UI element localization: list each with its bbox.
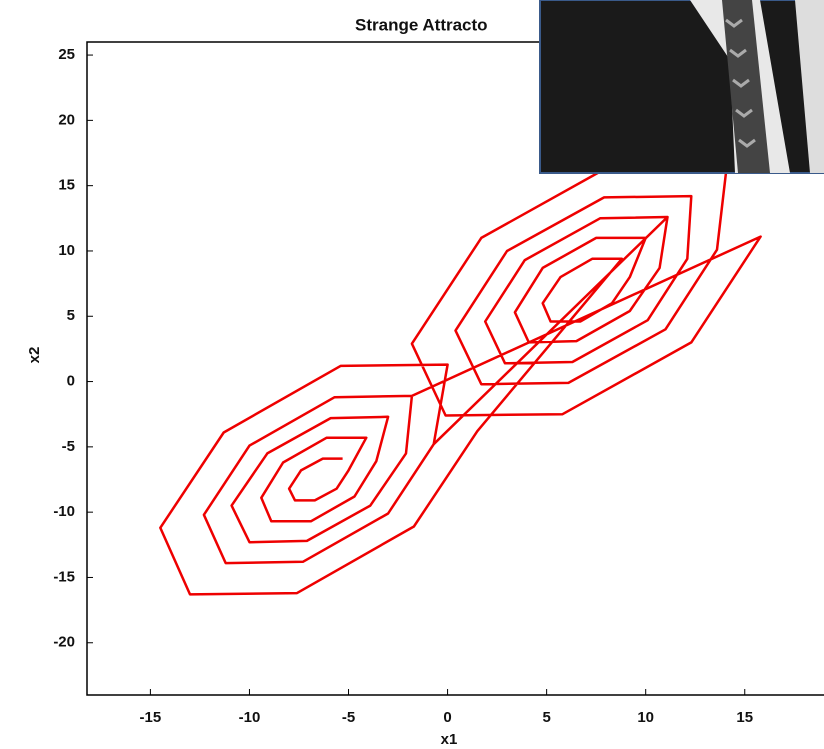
y-tick-label: -15 bbox=[53, 568, 75, 585]
y-tick-label: 20 bbox=[58, 111, 75, 128]
y-tick-label: 10 bbox=[58, 242, 75, 259]
photo bbox=[539, 0, 824, 174]
y-axis-label: x2 bbox=[26, 347, 43, 364]
x-tick-label: 10 bbox=[637, 709, 654, 726]
shirt-edge bbox=[795, 0, 824, 173]
x-tick-label: -15 bbox=[140, 709, 162, 726]
x-tick-label: 15 bbox=[736, 709, 753, 726]
chart-title: Strange Attracto bbox=[355, 15, 488, 34]
attractor-line bbox=[159, 163, 762, 596]
y-tick-label: -10 bbox=[53, 503, 75, 520]
y-tick-label: 25 bbox=[58, 46, 75, 63]
y-tick-label: -5 bbox=[62, 438, 75, 455]
y-tick-label: 15 bbox=[58, 177, 75, 194]
y-tick-label: 0 bbox=[67, 373, 75, 390]
tie-pattern bbox=[725, 18, 756, 148]
tie bbox=[722, 0, 770, 173]
plot-area bbox=[159, 163, 762, 596]
x-axis-label: x1 bbox=[441, 731, 458, 748]
x-tick-label: -5 bbox=[342, 709, 355, 726]
x-tick-label: 5 bbox=[542, 709, 550, 726]
x-tick-label: -10 bbox=[239, 709, 261, 726]
y-tick-label: 5 bbox=[67, 307, 75, 324]
x-tick-label: 0 bbox=[443, 709, 451, 726]
y-tick-label: -20 bbox=[53, 634, 75, 651]
